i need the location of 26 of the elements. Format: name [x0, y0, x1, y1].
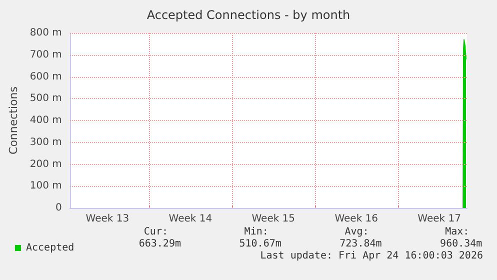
- text: 663.29m: [138, 238, 181, 250]
- chart-title: Accepted Connections - by month: [146, 8, 350, 22]
- y-tick-label: 700 m: [30, 49, 62, 60]
- text: Max:: [445, 226, 470, 238]
- text: 723.84m: [340, 238, 382, 250]
- y-tick-label: 300 m: [30, 136, 62, 148]
- y-tick-label: 500 m: [30, 93, 62, 104]
- y-tick-label: 600 m: [30, 71, 62, 82]
- x-tick-label: Week 13: [86, 214, 130, 224]
- y-tick-label: 200 m: [30, 158, 62, 170]
- x-tick-label: Week 16: [334, 214, 378, 224]
- text: Last update: Fri Apr 24 16:00:03 2026: [260, 250, 483, 262]
- y-axis-title: Connections: [7, 86, 20, 154]
- y-tick-label: 0: [56, 202, 62, 214]
- legend-label: Accepted: [26, 242, 74, 254]
- x-tick-label: Week 14: [168, 214, 212, 224]
- y-tick-label: 100 m: [30, 180, 62, 192]
- y-tick-label: 400 m: [30, 115, 62, 126]
- y-tick-label: 800 m: [30, 28, 62, 38]
- text: 510.67m: [239, 238, 282, 250]
- text: Avg:: [344, 226, 369, 238]
- text: 960.34m: [440, 238, 482, 250]
- text: Cur:: [144, 226, 168, 238]
- x-tick-label: Week 15: [252, 214, 296, 224]
- x-tick-label: Week 17: [418, 214, 461, 224]
- text: Min:: [244, 226, 268, 238]
